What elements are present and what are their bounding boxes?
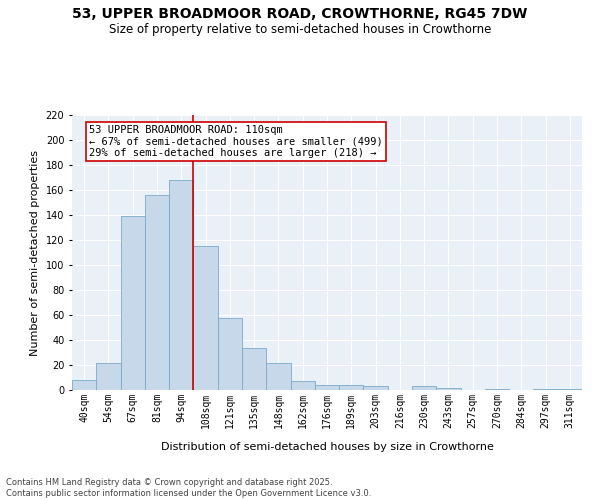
Bar bbox=[121, 216, 145, 390]
Bar bbox=[364, 386, 388, 390]
Bar bbox=[436, 388, 461, 390]
Text: Size of property relative to semi-detached houses in Crowthorne: Size of property relative to semi-detach… bbox=[109, 22, 491, 36]
Bar bbox=[193, 246, 218, 390]
Bar bbox=[412, 386, 436, 390]
Bar bbox=[485, 389, 509, 390]
Bar bbox=[145, 195, 169, 390]
Bar bbox=[96, 362, 121, 390]
Bar bbox=[242, 348, 266, 390]
Bar bbox=[72, 380, 96, 390]
Bar bbox=[169, 180, 193, 390]
Text: Contains HM Land Registry data © Crown copyright and database right 2025.
Contai: Contains HM Land Registry data © Crown c… bbox=[6, 478, 371, 498]
Bar bbox=[266, 362, 290, 390]
Y-axis label: Number of semi-detached properties: Number of semi-detached properties bbox=[30, 150, 40, 356]
Text: 53, UPPER BROADMOOR ROAD, CROWTHORNE, RG45 7DW: 53, UPPER BROADMOOR ROAD, CROWTHORNE, RG… bbox=[73, 8, 527, 22]
Text: 53 UPPER BROADMOOR ROAD: 110sqm
← 67% of semi-detached houses are smaller (499)
: 53 UPPER BROADMOOR ROAD: 110sqm ← 67% of… bbox=[89, 125, 383, 158]
Bar bbox=[290, 381, 315, 390]
Bar bbox=[315, 385, 339, 390]
Bar bbox=[339, 385, 364, 390]
Text: Distribution of semi-detached houses by size in Crowthorne: Distribution of semi-detached houses by … bbox=[161, 442, 493, 452]
Bar bbox=[558, 389, 582, 390]
Bar bbox=[218, 318, 242, 390]
Bar bbox=[533, 389, 558, 390]
